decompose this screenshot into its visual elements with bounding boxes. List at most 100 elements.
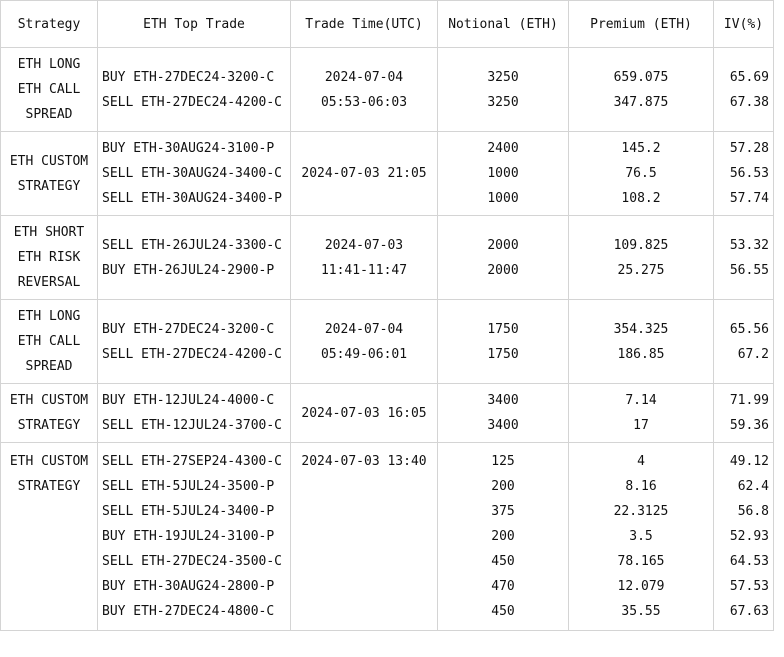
strategy-line: STRATEGY [17,479,81,494]
trades-cell: BUY ETH-27DEC24-3200-C SELL ETH-27DEC24-4… [97,299,291,384]
strategy-line: ETH LONG [17,309,81,324]
premium-value: 35.55 [621,604,661,619]
trade-line: SELL ETH-5JUL24-3400-P [102,504,275,519]
notional-value: 3250 [487,69,519,85]
strategy-cell: ETH LONG ETH CALL SPREAD [0,299,98,384]
iv-value: 62.4 [737,479,769,494]
trade-line: BUY ETH-19JUL24-3100-P [102,529,275,544]
premium-cell: 354.325 186.85 [568,299,714,384]
iv-value: 49.12 [729,454,769,469]
time-cell: 2024-07-04 05:49-06:01 [290,299,438,384]
notional-cell: 3400 3400 [437,383,569,443]
trade-line: SELL ETH-27DEC24-4200-C [102,346,283,362]
notional-value: 125 [491,454,515,469]
premium-value: 12.079 [617,579,665,594]
time-line: 2024-07-03 21:05 [301,166,427,181]
premium-cell: 4 8.16 22.3125 3.5 78.165 12.079 35.55 [568,442,714,631]
notional-value: 2000 [487,262,519,278]
strategy-line: ETH CALL [17,82,81,97]
strategy-line: STRATEGY [17,418,81,433]
iv-cell: 49.12 62.4 56.8 52.93 64.53 57.53 67.63 [713,442,774,631]
time-cell: 2024-07-03 13:40 [290,442,438,631]
notional-value: 200 [491,529,515,544]
trade-row: ETH CUSTOM STRATEGY BUY ETH-12JUL24-4000-C… [0,383,774,443]
notional-value: 450 [491,604,515,619]
iv-value: 67.2 [737,346,769,362]
strategy-line: SPREAD [25,359,73,374]
iv-cell: 57.28 56.53 57.74 [713,131,774,216]
iv-value: 67.38 [729,94,769,110]
strategy-line: REVERSAL [17,275,81,290]
trade-line: BUY ETH-30AUG24-3100-P [102,141,275,156]
premium-value: 7.14 [625,393,657,408]
time-line: 05:53-06:03 [320,94,408,110]
iv-cell: 65.69 67.38 [713,47,774,132]
notional-value: 450 [491,554,515,569]
iv-cell: 53.32 56.55 [713,215,774,300]
strategy-line: STRATEGY [17,178,81,194]
notional-cell: 2000 2000 [437,215,569,300]
header-cell: Premium (ETH) [568,0,714,48]
trade-line: SELL ETH-27SEP24-4300-C [102,454,283,469]
notional-cell: 2400 1000 1000 [437,131,569,216]
iv-value: 57.74 [729,191,769,206]
trade-line: SELL ETH-27DEC24-3500-C [102,554,283,569]
iv-cell: 65.56 67.2 [713,299,774,384]
trade-line: SELL ETH-27DEC24-4200-C [102,94,283,110]
header-cell: ETH Top Trade [97,0,291,48]
time-line: 2024-07-03 [324,237,404,253]
iv-value: 56.55 [729,262,769,278]
strategy-line: ETH CUSTOM [9,393,89,408]
premium-value: 25.275 [617,262,665,278]
notional-value: 3400 [487,418,519,433]
strategy-line: ETH RISK [17,250,81,265]
strategy-line: ETH LONG [17,57,81,72]
trades-cell: BUY ETH-12JUL24-4000-C SELL ETH-12JUL24-3… [97,383,291,443]
iv-value: 65.56 [729,321,769,337]
iv-value: 59.36 [729,418,769,433]
premium-value: 109.825 [613,237,669,253]
premium-value: 17 [633,418,649,433]
notional-value: 2000 [487,237,519,253]
notional-value: 1750 [487,321,519,337]
trade-line: SELL ETH-5JUL24-3500-P [102,479,275,494]
trade-line: BUY ETH-27DEC24-4800-C [102,604,275,619]
iv-value: 67.63 [729,604,769,619]
trade-row: ETH SHORT ETH RISK REVERSAL SELL ETH-26JUL2… [0,215,774,300]
iv-cell: 71.99 59.36 [713,383,774,443]
notional-cell: 125 200 375 200 450 470 450 [437,442,569,631]
trades-cell: BUY ETH-27DEC24-3200-C SELL ETH-27DEC24-4… [97,47,291,132]
trades-cell: BUY ETH-30AUG24-3100-P SELL ETH-30AUG24-3… [97,131,291,216]
time-cell: 2024-07-03 21:05 [290,131,438,216]
trade-line: BUY ETH-12JUL24-4000-C [102,393,275,408]
iv-value: 56.8 [737,504,769,519]
trades-table: Strategy ETH Top Trade Trade Time(UTC) N… [0,0,774,631]
strategy-line: SPREAD [25,107,73,122]
trade-row: ETH CUSTOM STRATEGY SELL ETH-27SEP24-4300-… [0,442,774,631]
trades-cell: SELL ETH-27SEP24-4300-C SELL ETH-5JUL24-3… [97,442,291,631]
time-cell: 2024-07-03 16:05 [290,383,438,443]
notional-value: 1750 [487,346,519,362]
time-line: 2024-07-04 [324,321,404,337]
strategy-cell: ETH LONG ETH CALL SPREAD [0,47,98,132]
table-body: ETH LONG ETH CALL SPREAD BUY ETH-27DEC24-32… [0,47,774,631]
trades-cell: SELL ETH-26JUL24-3300-C BUY ETH-26JUL24-2… [97,215,291,300]
strategy-cell: ETH CUSTOM STRATEGY [0,442,98,631]
trade-line: BUY ETH-27DEC24-3200-C [102,69,275,85]
premium-cell: 7.14 17 [568,383,714,443]
premium-value: 354.325 [613,321,669,337]
notional-value: 1000 [487,166,519,181]
header-cell: IV(%) [713,0,774,48]
header-row: Strategy ETH Top Trade Trade Time(UTC) N… [0,0,774,48]
time-cell: 2024-07-04 05:53-06:03 [290,47,438,132]
header-cell: Notional (ETH) [437,0,569,48]
time-cell: 2024-07-03 11:41-11:47 [290,215,438,300]
time-line: 2024-07-03 16:05 [301,405,427,421]
iv-value: 64.53 [729,554,769,569]
notional-value: 200 [491,479,515,494]
notional-cell: 3250 3250 [437,47,569,132]
trade-line: BUY ETH-30AUG24-2800-P [102,579,275,594]
trade-row: ETH LONG ETH CALL SPREAD BUY ETH-27DEC24-32… [0,47,774,132]
premium-value: 108.2 [621,191,661,206]
